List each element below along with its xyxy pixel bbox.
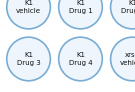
- Circle shape: [7, 37, 50, 81]
- Circle shape: [59, 0, 102, 29]
- Text: K1
Drug 2: K1 Drug 2: [121, 0, 135, 14]
- Circle shape: [111, 37, 135, 81]
- Circle shape: [111, 0, 135, 29]
- Text: K1
Drug 1: K1 Drug 1: [69, 0, 92, 14]
- Text: K1
Drug 4: K1 Drug 4: [69, 52, 92, 66]
- Circle shape: [59, 37, 102, 81]
- Text: xrs6
vehicle: xrs6 vehicle: [120, 52, 135, 66]
- Circle shape: [7, 0, 50, 29]
- Text: K1
vehicle: K1 vehicle: [16, 0, 41, 14]
- Text: K1
Drug 3: K1 Drug 3: [17, 52, 40, 66]
